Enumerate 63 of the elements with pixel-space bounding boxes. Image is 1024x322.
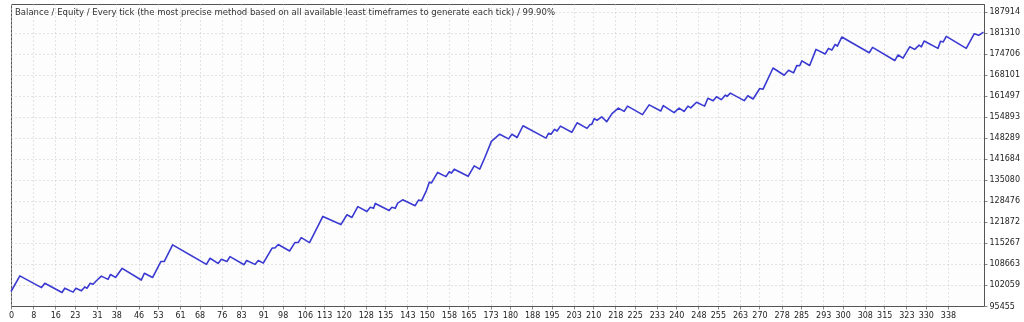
x-tick-label: 248 [691,310,707,320]
x-tick-label: 180 [502,310,519,320]
x-tick-label: 210 [586,310,602,320]
y-tick-label: 115267 [989,238,1021,248]
x-tick-label: 150 [419,310,435,320]
x-tick-label: 46 [133,310,145,320]
y-tick-label: 108663 [989,259,1021,269]
x-tick-label: 83 [236,310,247,320]
x-tick-label: 113 [317,310,333,320]
chart-title: Balance / Equity / Every tick (the most precise method based on all available least timeframes to generate each tick) / 99.90% [15,7,556,17]
y-tick-label: 161497 [989,91,1021,101]
y-tick-label: 168101 [989,70,1021,80]
x-tick-label: 263 [732,310,749,320]
y-tick-label: 174706 [989,49,1021,59]
x-tick-label: 165 [461,310,477,320]
x-tick-label: 330 [918,310,934,320]
x-tick-label: 255 [710,310,727,320]
x-tick-label: 106 [297,310,313,320]
y-tick-label: 148289 [989,133,1021,143]
x-tick-label: 120 [336,310,352,320]
x-tick-label: 338 [940,310,957,320]
x-tick-label: 195 [544,310,560,320]
x-tick-label: 135 [378,310,394,320]
y-tick-label: 154893 [989,112,1021,122]
x-tick-label: 300 [835,310,851,320]
x-tick-label: 278 [774,310,790,320]
x-tick-label: 293 [816,310,832,320]
x-tick-label: 98 [278,310,289,320]
x-tick-label: 68 [194,310,206,320]
y-tick-label: 95455 [989,301,1015,311]
y-tick-label: 128476 [989,196,1021,206]
x-tick-label: 218 [608,310,624,320]
x-tick-label: 8 [31,310,37,320]
x-tick-label: 23 [70,310,81,320]
x-tick-label: 53 [153,310,164,320]
y-tick-label: 141684 [989,154,1021,164]
x-tick-label: 16 [50,310,61,320]
line-series [10,31,985,294]
x-tick-label: 31 [92,310,103,320]
y-tick-label: 135080 [989,175,1021,185]
x-tick-label: 143 [400,310,416,320]
y-tick-label: 187914 [989,7,1021,17]
x-tick-label: 203 [566,310,582,320]
y-tick-label: 181310 [989,28,1021,38]
x-tick-label: 240 [669,310,685,320]
x-tick-label: 225 [627,310,643,320]
x-tick-label: 38 [111,310,122,320]
x-tick-label: 270 [752,310,768,320]
x-tick-label: 188 [525,310,541,320]
x-tick-label: 61 [175,310,186,320]
x-tick-label: 91 [258,310,269,320]
x-tick-label: 0 [8,310,15,320]
x-tick-label: 323 [899,310,915,320]
x-tick-label: 158 [441,310,458,320]
x-tick-label: 76 [217,310,228,320]
y-tick-label: 102059 [989,280,1021,290]
y-tick-label: 121872 [989,217,1021,227]
x-tick-label: 233 [649,310,666,320]
x-tick-label: 308 [857,310,873,320]
x-tick-label: 128 [358,310,374,320]
x-tick-label: 315 [877,310,893,320]
x-tick-label: 285 [793,310,810,320]
x-tick-label: 173 [483,310,499,320]
